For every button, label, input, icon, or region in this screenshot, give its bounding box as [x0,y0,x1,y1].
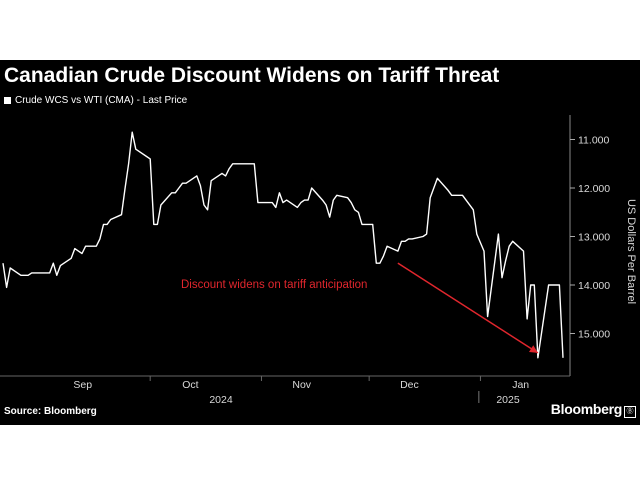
y-tick-label: 14.000 [578,280,610,292]
legend-swatch [4,97,11,104]
y-tick-label: 13.000 [578,232,610,244]
y-tick-label: 12.000 [578,183,610,195]
x-month-label: Nov [292,379,311,391]
chart-panel: Canadian Crude Discount Widens on Tariff… [0,60,640,425]
legend-label: Crude WCS vs WTI (CMA) - Last Price [15,95,188,106]
x-month-label: Dec [400,379,419,391]
x-month-label: Sep [73,379,92,391]
annotation-arrow-line [397,262,539,354]
bloomberg-mark-icon: Ⓑ [624,406,636,418]
legend: Crude WCS vs WTI (CMA) - Last Price [4,95,187,106]
source-note: Source: Bloomberg [4,406,97,417]
x-year-label: 2025 [496,394,520,406]
bloomberg-logo: Bloomberg [550,401,623,417]
chart-title: Canadian Crude Discount Widens on Tariff… [4,64,500,87]
annotation-arrowhead-icon [528,345,538,353]
series-line [2,131,564,359]
annotation-label: Discount widens on tariff anticipation [181,279,367,291]
line-chart: 11.000 12.000 13.000 14.000 15.000 US Dollars… [0,115,637,406]
x-year-label: 2024 [209,394,233,406]
x-month-label: Jan [512,379,529,391]
y-tick-label: 15.000 [578,329,610,341]
y-tick-label: 11.000 [578,135,609,147]
y-axis-title: US Dollars Per Barrel [625,199,637,304]
x-month-label: Oct [182,379,198,391]
